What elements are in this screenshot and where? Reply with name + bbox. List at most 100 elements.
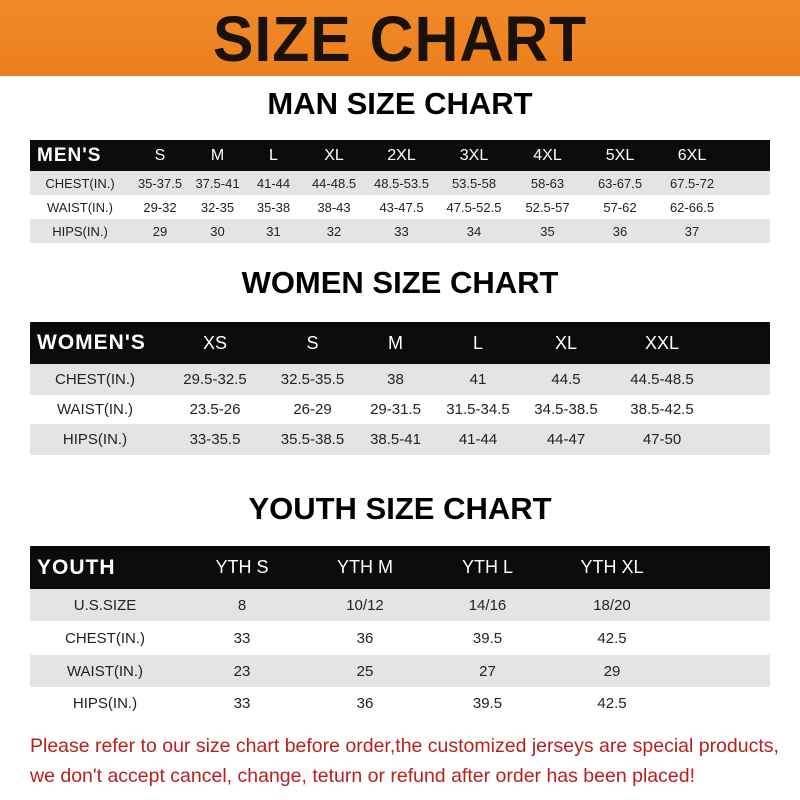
size-header: 2XL xyxy=(387,146,416,164)
table-cell: 35-37.5 xyxy=(137,175,183,191)
header-banner: SIZE CHART xyxy=(0,0,800,76)
size-header: 4XL xyxy=(533,146,562,164)
size-header: L xyxy=(472,332,483,353)
table-cell: 58-63 xyxy=(530,175,565,191)
table-cell: 26-29 xyxy=(293,401,332,418)
row-label: WAIST(IN.) xyxy=(56,401,134,418)
table-cell: 23.5-26 xyxy=(189,401,241,418)
table-cell: 8 xyxy=(237,596,247,614)
row-label: HIPS(IN.) xyxy=(72,694,138,712)
table-cell: 62-66.5 xyxy=(669,199,715,215)
size-header: 5XL xyxy=(605,146,635,164)
table-row: CHEST(IN.) 29.5-32.5 32.5-35.5 38 41 44.5 44.5… xyxy=(30,364,770,395)
table-cell: 38.5-42.5 xyxy=(630,401,694,418)
table-cell: 32-35 xyxy=(200,199,235,215)
table-row: HIPS(IN.) 33-35.5 35.5-38.5 38.5-41 41-44 44-… xyxy=(30,424,770,455)
table-cell: 33 xyxy=(233,629,251,647)
table-cell: 29-31.5 xyxy=(370,401,421,418)
table-header-row: WOMEN'S XS S M L XL XXL xyxy=(30,322,770,364)
table-cell: 29 xyxy=(603,662,621,680)
table-cell: 31.5-34.5 xyxy=(446,401,510,418)
row-label: WAIST(IN.) xyxy=(47,199,113,215)
size-header: 3XL xyxy=(459,146,489,164)
row-label: CHEST(IN.) xyxy=(55,371,135,388)
size-header: XXL xyxy=(644,332,680,353)
table-cell: 44-47 xyxy=(546,431,586,448)
table-row: HIPS(IN.) 29 30 31 32 33 34 35 36 37 xyxy=(30,219,770,243)
size-header: 6XL xyxy=(677,146,707,164)
table-cell: 41-44 xyxy=(458,431,498,448)
table-cell: 30 xyxy=(210,223,225,239)
table-row: U.S.SIZE 8 10/12 14/16 18/20 xyxy=(30,589,770,621)
size-header: M xyxy=(210,146,225,164)
table-cell: 67.5-72 xyxy=(669,175,715,191)
table-cell: 44-48.5 xyxy=(311,175,357,191)
table-cell: 33 xyxy=(394,223,409,239)
table-cell: 38 xyxy=(387,371,404,388)
table-cell: 32 xyxy=(326,223,342,239)
row-label: CHEST(IN.) xyxy=(65,629,145,647)
table-cell: 38-43 xyxy=(317,199,351,215)
table-cell: 25 xyxy=(356,662,374,680)
table-header-row: MEN'S S M L XL 2XL 3XL 4XL 5XL 6XL xyxy=(30,140,770,171)
table-cell: 53.5-58 xyxy=(451,175,497,191)
table-cell: 31 xyxy=(266,223,281,239)
table-cell: 44.5 xyxy=(551,371,581,388)
table-row: CHEST(IN.) 33 36 39.5 42.5 xyxy=(30,621,770,655)
table-cell: 29-32 xyxy=(143,199,177,215)
disclaimer-note: Please refer to our size chart before or… xyxy=(30,731,790,791)
table-cell: 41 xyxy=(469,371,487,388)
table-cell: 36 xyxy=(356,629,374,647)
table-cell: 37.5-41 xyxy=(195,175,240,191)
size-header: YTH L xyxy=(461,557,513,577)
row-label: HIPS(IN.) xyxy=(62,431,128,448)
table-cell: 36 xyxy=(356,694,374,712)
size-header: YTH M xyxy=(337,557,393,577)
table-row: WAIST(IN.) 29-32 32-35 35-38 38-43 43-47.5 47.… xyxy=(30,195,770,219)
table-cell: 18/20 xyxy=(593,596,631,614)
table-row: HIPS(IN.) 33 36 39.5 42.5 xyxy=(30,687,770,719)
size-header: S xyxy=(154,146,166,164)
size-header: XS xyxy=(202,332,227,353)
table-cell: 43-47.5 xyxy=(379,199,424,215)
table-header-row: YOUTH YTH S YTH M YTH L YTH XL xyxy=(30,546,770,589)
size-header: YTH XL xyxy=(580,557,644,577)
table-cell: 29.5-32.5 xyxy=(183,371,247,388)
table-cell: 42.5 xyxy=(597,629,627,647)
table-cell: 33-35.5 xyxy=(189,431,241,448)
size-header: L xyxy=(269,146,278,164)
table-cell: 23 xyxy=(233,662,251,680)
table-cell: 52.5-57 xyxy=(525,199,570,215)
men-section-title: MAN SIZE CHART xyxy=(267,86,533,121)
size-header: S xyxy=(306,332,319,353)
table-title-cell: MEN'S xyxy=(37,144,102,166)
youth-size-table: YOUTH YTH S YTH M YTH L YTH XL U.S.SIZE 8 10/12… xyxy=(30,546,770,719)
table-cell: 33 xyxy=(233,694,251,712)
table-cell: 35 xyxy=(540,223,555,239)
table-cell: 37 xyxy=(684,223,700,239)
table-title-cell: YOUTH xyxy=(37,555,116,579)
disclaimer-line-1: Please refer to our size chart before or… xyxy=(30,735,779,757)
men-size-table: MEN'S S M L XL 2XL 3XL 4XL 5XL 6XL CHEST(IN.) 35-37… xyxy=(30,140,770,243)
table-cell: 41-44 xyxy=(256,175,291,191)
table-cell: 48.5-53.5 xyxy=(374,175,429,191)
table-cell: 29 xyxy=(152,223,168,239)
table-cell: 27 xyxy=(479,662,496,680)
table-title-cell: WOMEN'S xyxy=(37,331,146,354)
table-cell: 47.5-52.5 xyxy=(446,199,502,215)
row-label: U.S.SIZE xyxy=(73,596,137,614)
table-cell: 32.5-35.5 xyxy=(280,371,345,388)
row-label: WAIST(IN.) xyxy=(66,662,144,680)
table-cell: 39.5 xyxy=(472,629,503,647)
table-cell: 38.5-41 xyxy=(370,431,421,448)
size-header: M xyxy=(388,332,403,353)
table-cell: 42.5 xyxy=(597,694,627,712)
table-cell: 44.5-48.5 xyxy=(630,371,694,388)
size-header: YTH S xyxy=(215,557,269,577)
table-cell: 57-62 xyxy=(603,199,637,215)
table-row: CHEST(IN.) 35-37.5 37.5-41 41-44 44-48.5 48.5… xyxy=(30,171,770,195)
table-cell: 34 xyxy=(466,223,482,239)
table-cell: 63-67.5 xyxy=(597,175,643,191)
women-size-table: WOMEN'S XS S M L XL XXL CHEST(IN.) 29.5-32.5 32.5… xyxy=(30,322,770,455)
table-cell: 14/16 xyxy=(468,596,507,614)
